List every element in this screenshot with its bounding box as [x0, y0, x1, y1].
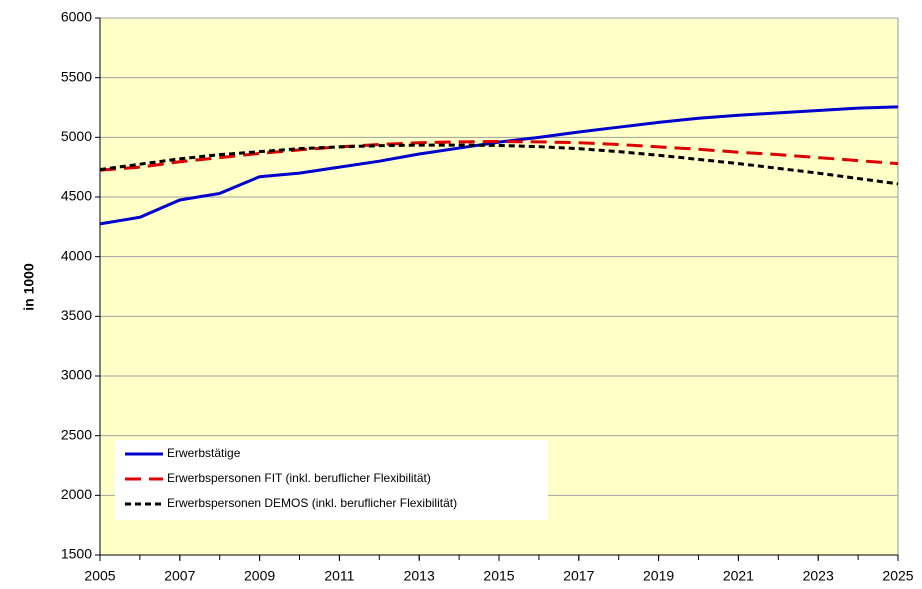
x-tick-label: 2005 [84, 568, 115, 584]
legend-label: Erwerbstätige [167, 446, 241, 460]
series-line [99, 105, 899, 226]
x-tick-label: 2023 [803, 568, 834, 584]
legend-label: Erwerbspersonen FIT (inkl. beruflicher F… [167, 471, 431, 485]
y-tick-label: 5000 [61, 128, 92, 144]
x-tick-label: 2007 [164, 568, 195, 584]
y-tick-label: 5500 [61, 68, 92, 84]
y-tick-label: 6000 [61, 9, 92, 25]
legend-label: Erwerbspersonen DEMOS (inkl. beruflicher… [167, 496, 457, 510]
x-tick-label: 2013 [404, 568, 435, 584]
x-tick-label: 2011 [324, 568, 354, 584]
x-tick-label: 2021 [723, 568, 754, 584]
y-tick-label: 3500 [61, 307, 92, 323]
y-tick-label: 2000 [61, 486, 92, 502]
x-tick-label: 2025 [882, 568, 913, 584]
y-tick-label: 4000 [61, 247, 92, 263]
x-tick-label: 2017 [563, 568, 594, 584]
x-tick-label: 2015 [483, 568, 514, 584]
x-tick-label: 2009 [244, 568, 275, 584]
legend-box [115, 440, 548, 520]
series-line [99, 143, 899, 186]
y-axis-label: in 1000 [21, 263, 37, 311]
y-tick-label: 2500 [61, 426, 92, 442]
y-tick-label: 4500 [61, 188, 92, 204]
y-tick-label: 1500 [61, 546, 92, 562]
y-tick-label: 3000 [61, 367, 92, 383]
x-tick-label: 2019 [643, 568, 674, 584]
series-line [99, 140, 899, 172]
